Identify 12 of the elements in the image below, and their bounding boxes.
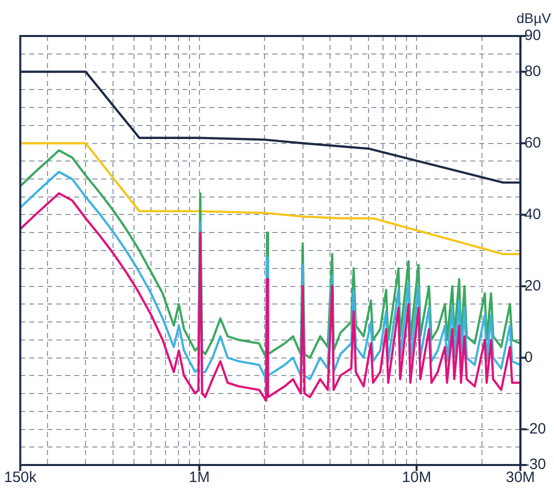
y-tick-label: 80: [524, 62, 542, 80]
y-tick-label: 40: [524, 206, 542, 223]
y-tick-label: 0: [524, 348, 533, 366]
y-tick-label: 20: [524, 277, 542, 294]
x-tick-label: 150k: [4, 469, 38, 486]
y-tick-label: 90: [524, 27, 542, 44]
y-tick-label: -20: [524, 420, 546, 438]
y-axis-title: dBµV: [516, 10, 552, 26]
x-tick-label: 1M: [188, 469, 210, 486]
x-tick-label: 10M: [402, 469, 432, 486]
y-tick-label: 60: [524, 134, 542, 152]
x-tick-label: 30M: [506, 469, 535, 486]
